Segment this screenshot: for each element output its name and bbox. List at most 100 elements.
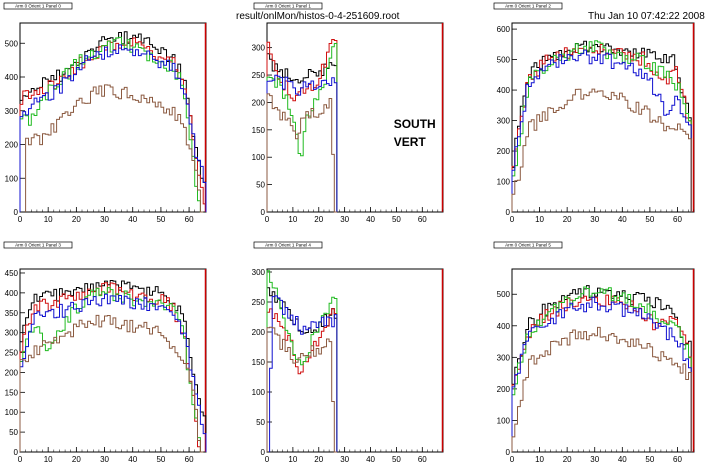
series-brown	[266, 93, 337, 213]
x-tick-label: 40	[618, 455, 627, 464]
series-brown	[25, 84, 204, 213]
x-tick-label: 0	[18, 215, 23, 224]
y-tick-label: 100	[497, 178, 511, 187]
y-tick-label: 500	[5, 39, 19, 48]
y-tick-label: 300	[252, 268, 266, 277]
y-tick-label: 150	[5, 388, 19, 397]
y-tick-label: 300	[5, 329, 19, 338]
y-tick-label: 100	[497, 416, 511, 425]
x-tick-label: 10	[288, 455, 297, 464]
y-tick-label: 0	[506, 448, 511, 457]
y-tick-label: 100	[5, 408, 19, 417]
panel-title-box	[253, 2, 323, 10]
y-tick-label: 100	[252, 388, 266, 397]
y-tick-label: 200	[252, 98, 266, 107]
x-tick-label: 40	[366, 455, 375, 464]
x-tick-label: 30	[340, 455, 349, 464]
y-tick-label: 150	[252, 126, 266, 135]
file-path-header: result/onlMon/histos-0-4-251609.root	[236, 11, 400, 22]
x-tick-label: 0	[510, 215, 515, 224]
panel-title-box	[3, 241, 73, 249]
y-tick-label: 50	[256, 418, 265, 427]
y-tick-label: 500	[497, 56, 511, 65]
x-tick-label: 50	[156, 215, 165, 224]
y-tick-label: 600	[497, 25, 511, 34]
series-red	[19, 282, 204, 453]
y-tick-label: 0	[261, 208, 266, 217]
x-tick-label: 40	[366, 215, 375, 224]
y-tick-label: 150	[252, 358, 266, 367]
histogram-panel-0: Arm 0 Orient 1 Panel 0 0 10 20 30 40 50 60 0 100 2…	[3, 2, 207, 224]
y-tick-label: 400	[497, 322, 511, 331]
x-tick-label: 60	[673, 215, 682, 224]
panel-title: Arm 0 Orient 1 Panel 4	[265, 243, 311, 248]
series-green	[266, 270, 338, 452]
series-green	[19, 287, 204, 453]
x-tick-label: 0	[265, 455, 270, 464]
panel-title-box	[493, 2, 563, 10]
x-tick-label: 40	[128, 455, 137, 464]
series-blue	[266, 74, 338, 212]
x-tick-label: 30	[100, 215, 109, 224]
y-tick-label: 0	[261, 448, 266, 457]
x-tick-label: 20	[72, 215, 81, 224]
y-tick-label: 0	[14, 448, 19, 457]
histogram-panel-2: Arm 0 Orient 1 Panel 20 10 20 30 40 50 6001002…	[493, 2, 695, 224]
x-tick-label: 30	[590, 455, 599, 464]
y-tick-label: 200	[5, 368, 19, 377]
x-tick-label: 0	[265, 215, 270, 224]
series-blue	[511, 49, 692, 212]
x-tick-label: 60	[418, 215, 427, 224]
y-tick-label: 400	[5, 73, 19, 82]
y-tick-label: 500	[497, 290, 511, 299]
x-tick-label: 0	[18, 455, 23, 464]
panel-title-box	[253, 241, 323, 249]
x-tick-label: 10	[44, 455, 53, 464]
series-green	[266, 43, 338, 212]
x-tick-label: 50	[645, 215, 654, 224]
series-blue	[269, 295, 338, 452]
series-brown	[511, 88, 692, 212]
y-tick-label: 350	[5, 309, 19, 318]
y-tick-label: 300	[497, 353, 511, 362]
histogram-panel-3: Arm 0 Orient 1 Panel 3 0 10 20 30 40 50 60 0 50 10…	[3, 241, 207, 464]
series-green	[511, 40, 692, 212]
x-tick-label: 20	[314, 215, 323, 224]
y-tick-label: 250	[252, 298, 266, 307]
series-red	[266, 308, 338, 452]
panel-annotation: VERT	[394, 135, 427, 149]
x-tick-label: 10	[535, 455, 544, 464]
x-tick-label: 60	[185, 215, 194, 224]
series-green	[19, 36, 204, 213]
histogram-panel-1: Arm 0 Orient 1 Panel 1 0 10 20 30 40 50 60 0 50 10…	[252, 2, 444, 224]
series-black	[266, 287, 338, 452]
y-tick-label: 0	[14, 208, 19, 217]
x-tick-label: 30	[590, 215, 599, 224]
x-tick-label: 40	[128, 215, 137, 224]
y-tick-label: 300	[5, 107, 19, 116]
panel-title: Arm 0 Orient 1 Panel 0	[15, 4, 61, 9]
x-tick-label: 60	[185, 455, 194, 464]
y-tick-label: 400	[497, 86, 511, 95]
x-tick-label: 50	[156, 455, 165, 464]
x-tick-label: 0	[510, 455, 515, 464]
y-tick-label: 450	[5, 269, 19, 278]
plot-frame	[511, 268, 695, 453]
panel-title: Arm 0 Orient 1 Panel 1	[265, 4, 311, 9]
y-tick-label: 300	[252, 44, 266, 53]
series-blue	[19, 44, 207, 212]
x-tick-label: 50	[392, 215, 401, 224]
y-tick-label: 200	[252, 328, 266, 337]
x-tick-label: 10	[535, 215, 544, 224]
series-blue	[511, 296, 692, 452]
series-red	[511, 44, 692, 212]
x-tick-label: 40	[618, 215, 627, 224]
y-tick-label: 400	[5, 289, 19, 298]
panel-title: Arm 0 Orient 1 Panel 3	[15, 243, 61, 248]
y-tick-label: 50	[256, 181, 265, 190]
panel-title-box	[493, 241, 563, 249]
x-tick-label: 50	[645, 455, 654, 464]
histogram-panel-4: Arm 0 Orient 1 Panel 4 0 10 20 30 40 50 60 0 50 10…	[252, 241, 444, 464]
x-tick-label: 30	[340, 215, 349, 224]
